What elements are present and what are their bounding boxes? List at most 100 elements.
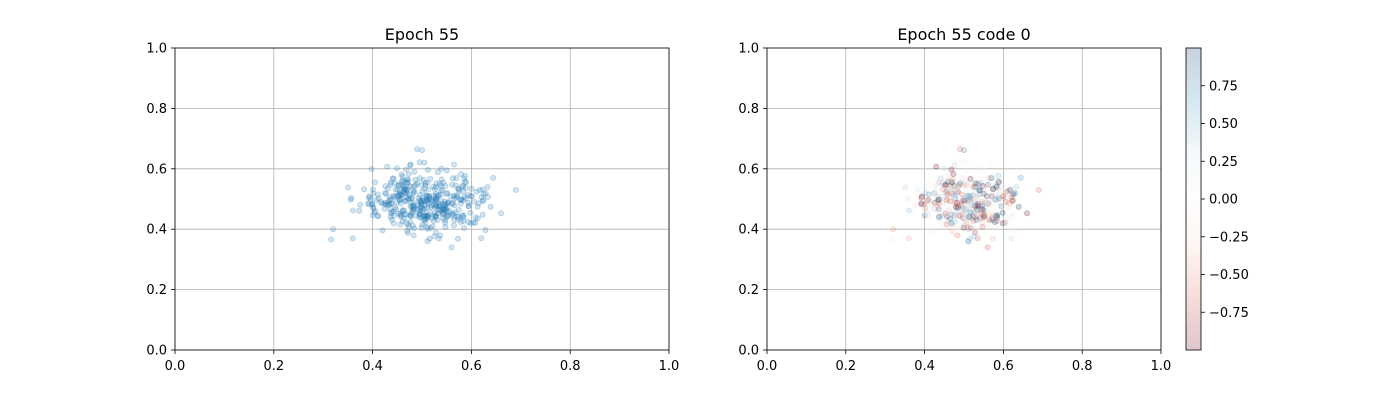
scatter-point bbox=[972, 193, 979, 200]
scatter-point bbox=[1005, 203, 1012, 210]
y-tick-label: 0.8 bbox=[146, 102, 167, 117]
scatter-point bbox=[977, 210, 984, 217]
scatter-point bbox=[390, 208, 397, 215]
scatter-point bbox=[992, 196, 999, 203]
scatter-point bbox=[419, 213, 426, 220]
scatter-point bbox=[385, 199, 392, 206]
scatter-point bbox=[433, 196, 440, 203]
scatter-point bbox=[416, 211, 423, 218]
y-tick-label: 0.2 bbox=[146, 283, 167, 298]
scatter-point bbox=[441, 203, 448, 210]
scatter-point bbox=[951, 162, 958, 169]
scatter-point bbox=[922, 205, 929, 212]
scatter-point bbox=[418, 200, 425, 207]
scatter-point bbox=[923, 179, 930, 186]
scatter-point bbox=[421, 206, 428, 213]
scatter-point bbox=[979, 217, 986, 224]
scatter-point bbox=[386, 196, 393, 203]
scatter-point bbox=[936, 210, 943, 217]
scatter-point bbox=[458, 196, 465, 203]
scatter-point bbox=[462, 184, 469, 191]
scatter-point bbox=[949, 196, 956, 203]
scatter-point bbox=[411, 168, 418, 175]
scatter-point bbox=[929, 200, 936, 207]
scatter-point bbox=[975, 203, 982, 210]
scatter-point bbox=[941, 187, 948, 194]
scatter-point bbox=[387, 206, 394, 213]
scatter-point bbox=[977, 206, 984, 213]
scatter-point bbox=[429, 197, 436, 204]
scatter-point bbox=[944, 171, 951, 178]
scatter-point bbox=[434, 192, 441, 199]
scatter-point bbox=[962, 176, 969, 183]
scatter-point bbox=[405, 171, 412, 178]
scatter-point bbox=[965, 204, 972, 211]
scatter-point bbox=[330, 226, 337, 233]
scatter-point bbox=[403, 179, 410, 186]
scatter-point bbox=[991, 197, 998, 204]
scatter-point bbox=[400, 207, 407, 214]
scatter-point bbox=[955, 177, 962, 184]
scatter-point bbox=[959, 209, 966, 216]
scatter-point bbox=[986, 202, 993, 209]
scatter-point bbox=[435, 210, 442, 217]
scatter-point bbox=[934, 185, 941, 192]
scatter-point bbox=[459, 182, 466, 189]
scatter-point bbox=[390, 220, 397, 227]
scatter-point bbox=[911, 201, 918, 208]
scatter-point bbox=[994, 175, 1001, 182]
scatter-point bbox=[404, 190, 411, 197]
x-tick-label: 1.0 bbox=[1151, 359, 1172, 374]
scatter-point bbox=[968, 196, 975, 203]
scatter-point bbox=[430, 212, 437, 219]
scatter-point bbox=[941, 193, 948, 200]
scatter-point bbox=[449, 213, 456, 220]
scatter-point bbox=[888, 236, 895, 243]
scatter-point bbox=[983, 193, 990, 200]
scatter-point bbox=[401, 183, 408, 190]
scatter-point bbox=[943, 197, 950, 204]
scatter-point bbox=[439, 200, 446, 207]
scatter-point bbox=[952, 204, 959, 211]
scatter-point bbox=[994, 225, 1001, 232]
scatter-point bbox=[386, 201, 393, 208]
scatter-point bbox=[987, 194, 994, 201]
scatter-point bbox=[977, 200, 984, 207]
scatter-point bbox=[952, 195, 959, 202]
scatter-point bbox=[378, 199, 385, 206]
scatter-point bbox=[403, 186, 410, 193]
scatter-point bbox=[450, 210, 457, 217]
scatter-point bbox=[958, 198, 965, 205]
colorbar-tick-label: 0.75 bbox=[1209, 79, 1238, 94]
scatter-point bbox=[408, 213, 415, 220]
scatter-point bbox=[965, 166, 972, 173]
scatter-point bbox=[437, 203, 444, 210]
scatter-point bbox=[943, 188, 950, 195]
scatter-point bbox=[418, 147, 425, 154]
scatter-point bbox=[956, 212, 963, 219]
scatter-point bbox=[966, 196, 973, 203]
scatter-point bbox=[1000, 193, 1007, 200]
scatter-point bbox=[981, 204, 988, 211]
scatter-point bbox=[449, 181, 456, 188]
scatter-point bbox=[404, 187, 411, 194]
scatter-point bbox=[371, 209, 378, 216]
scatter-point bbox=[458, 196, 465, 203]
scatter-point bbox=[428, 202, 435, 209]
scatter-point bbox=[456, 187, 463, 194]
scatter-point bbox=[407, 195, 414, 202]
scatter-point bbox=[981, 212, 988, 219]
scatter-point bbox=[994, 197, 1001, 204]
scatter-point bbox=[993, 183, 1000, 190]
scatter-point bbox=[454, 192, 461, 199]
scatter-point bbox=[945, 208, 952, 215]
scatter-point bbox=[926, 195, 933, 202]
scatter-point bbox=[468, 193, 475, 200]
scatter-point bbox=[419, 188, 426, 195]
scatter-point bbox=[974, 200, 981, 207]
scatter-point bbox=[986, 161, 993, 168]
scatter-point bbox=[407, 203, 414, 210]
scatter-point bbox=[935, 194, 942, 201]
scatter-point bbox=[910, 207, 917, 214]
scatter-point bbox=[973, 206, 980, 213]
